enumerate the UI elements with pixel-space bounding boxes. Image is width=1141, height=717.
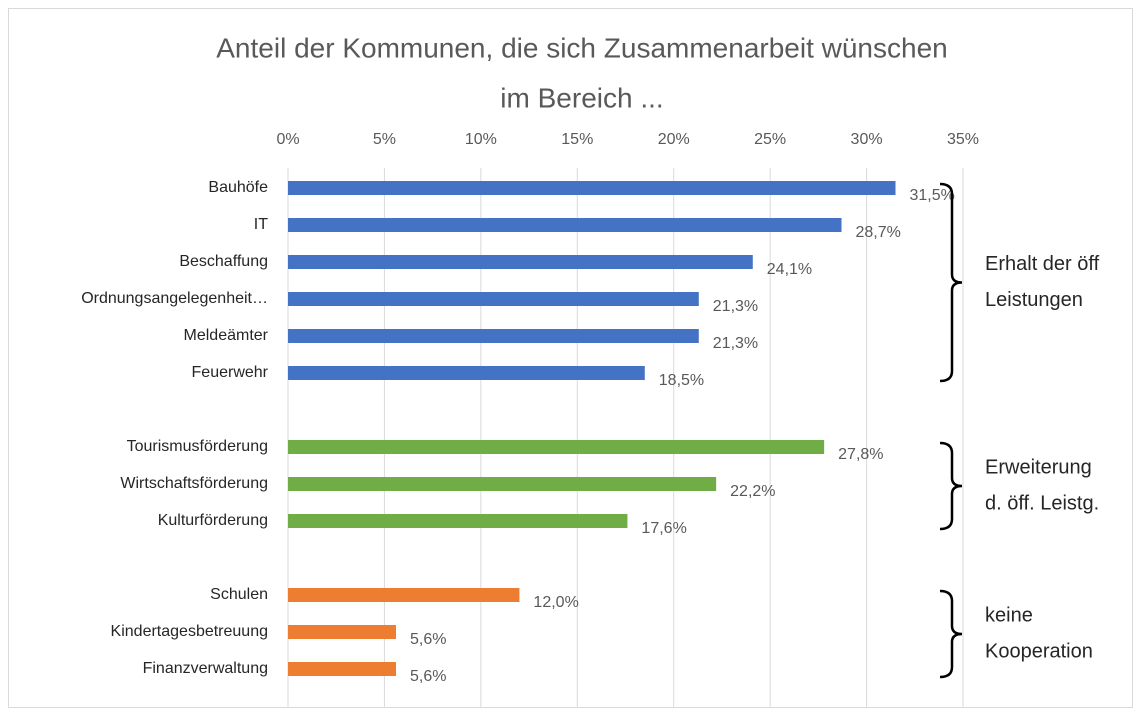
bar xyxy=(288,181,896,195)
data-label: 28,7% xyxy=(856,224,901,241)
y-tick-label: Feuerwehr xyxy=(192,364,269,381)
y-tick-label: Wirtschaftsförderung xyxy=(120,475,268,492)
bar xyxy=(288,588,520,602)
bar xyxy=(288,292,699,306)
y-tick-label: Kulturförderung xyxy=(158,512,268,529)
x-tick-label: 15% xyxy=(561,131,593,148)
bar xyxy=(288,514,628,528)
group-bracket xyxy=(939,589,963,679)
x-tick-label: 20% xyxy=(658,131,690,148)
group-label: Leistungen xyxy=(985,289,1083,311)
chart-title: im Bereich ... xyxy=(500,82,663,113)
y-tick-label: Bauhöfe xyxy=(208,179,268,196)
x-tick-label: 10% xyxy=(465,131,497,148)
data-label: 21,3% xyxy=(713,335,758,352)
group-bracket xyxy=(939,182,963,383)
bar xyxy=(288,255,753,269)
data-label: 18,5% xyxy=(659,372,704,389)
y-tick-label: IT xyxy=(254,216,268,233)
data-label: 5,6% xyxy=(410,668,446,685)
y-tick-label: Schulen xyxy=(210,586,268,603)
data-label: 12,0% xyxy=(533,594,578,611)
y-tick-label: Finanzverwaltung xyxy=(143,660,268,677)
data-label: 31,5% xyxy=(910,187,955,204)
x-tick-label: 0% xyxy=(276,131,299,148)
group-label: keine xyxy=(985,604,1033,626)
bar xyxy=(288,440,825,454)
y-tick-label: Beschaffung xyxy=(179,253,268,270)
y-tick-label: Meldeämter xyxy=(184,327,269,344)
chart-title: Anteil der Kommunen, die sich Zusammenar… xyxy=(216,32,947,63)
x-tick-label: 30% xyxy=(851,131,883,148)
data-label: 5,6% xyxy=(410,631,446,648)
data-label: 21,3% xyxy=(713,298,758,315)
group-bracket xyxy=(939,441,963,531)
y-tick-label: Tourismusförderung xyxy=(127,438,268,455)
bar xyxy=(288,625,396,639)
bar xyxy=(288,329,699,343)
y-tick-label: Ordnungsangelegenheit… xyxy=(81,290,268,307)
bar xyxy=(288,662,396,676)
data-label: 24,1% xyxy=(767,261,812,278)
group-label: Kooperation xyxy=(985,640,1093,662)
x-tick-label: 25% xyxy=(754,131,786,148)
group-label: d. öff. Leistg. xyxy=(985,492,1099,514)
group-label: Erhalt der öff xyxy=(985,253,1100,275)
group-label: Erweiterung xyxy=(985,456,1092,478)
data-label: 22,2% xyxy=(730,483,775,500)
bar xyxy=(288,218,842,232)
y-tick-label: Kindertagesbetreuung xyxy=(111,623,268,640)
data-label: 17,6% xyxy=(641,520,686,537)
data-label: 27,8% xyxy=(838,446,883,463)
bar xyxy=(288,366,645,380)
bar xyxy=(288,477,717,491)
x-tick-label: 35% xyxy=(947,131,979,148)
x-tick-label: 5% xyxy=(373,131,396,148)
